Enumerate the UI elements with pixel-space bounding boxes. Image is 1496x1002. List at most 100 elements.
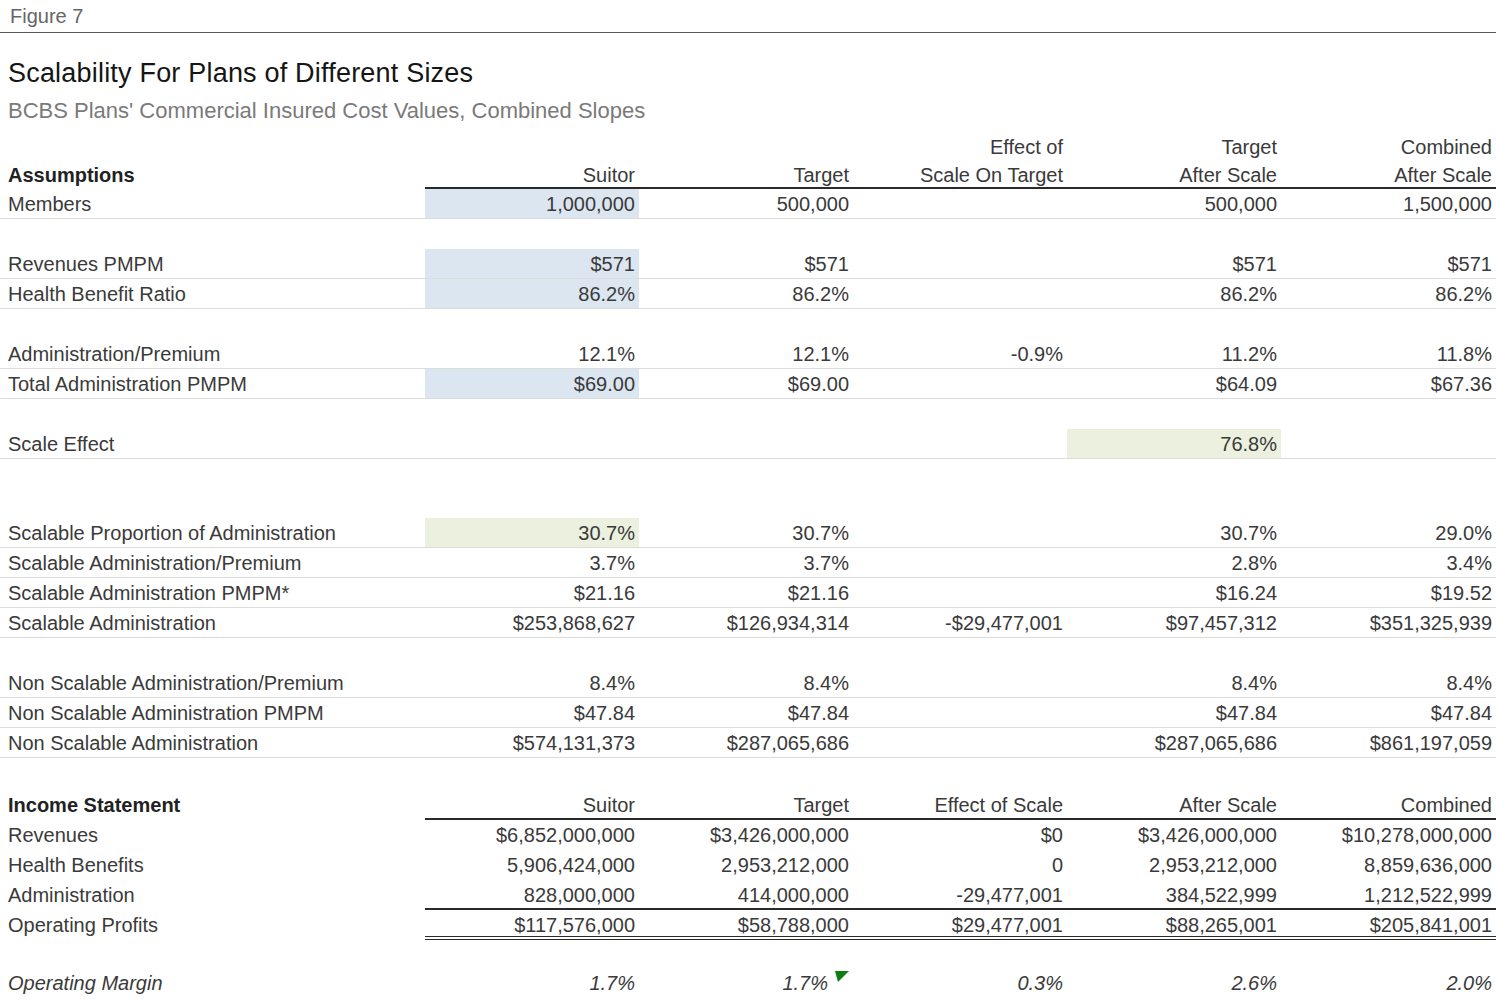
cell-suitor: 86.2% — [425, 279, 639, 309]
cell-value: 12.1% — [792, 343, 849, 365]
cell-combined: 2.0% — [1281, 968, 1496, 998]
cell-effect-of-scale — [853, 518, 1067, 548]
cell-value: 1,000,000 — [546, 193, 635, 215]
cell-combined: 8.4% — [1281, 668, 1496, 698]
cell-after-scale: After Scale — [1067, 790, 1281, 820]
cell-effect-of-scale: 0 — [853, 850, 1067, 880]
cell-value: $47.84 — [788, 702, 849, 724]
cell-combined: 3.4% — [1281, 548, 1496, 578]
cell-combined — [1281, 429, 1496, 459]
cell-value: 30.7% — [792, 522, 849, 544]
cell-combined: $861,197,059 — [1281, 728, 1496, 758]
cell-target: 8.4% — [639, 668, 853, 698]
cell-effect-of-scale: -$29,477,001 — [853, 608, 1067, 638]
cell-value: 1.7% — [782, 972, 828, 994]
cell-value: $253,868,627 — [513, 612, 635, 634]
cell-after-scale: $64.09 — [1067, 369, 1281, 399]
cell-effect-of-scale: $0 — [853, 820, 1067, 850]
cell-target: $3,426,000,000 — [639, 820, 853, 850]
cell-effect-of-scale — [853, 189, 1067, 219]
row-label: Total Administration PMPM — [0, 369, 425, 399]
cell-combined: $571 — [1281, 249, 1496, 279]
cell-after-scale: $3,426,000,000 — [1067, 820, 1281, 850]
cell-value: $58,788,000 — [738, 914, 849, 936]
cell-after-scale: 30.7% — [1067, 518, 1281, 548]
cell-after-scale: $16.24 — [1067, 578, 1281, 608]
cell-value: $571 — [805, 253, 850, 275]
cell-value: $47.84 — [574, 702, 635, 724]
cell-suitor: $6,852,000,000 — [425, 820, 639, 850]
row-label: Administration — [0, 880, 425, 910]
table-row: Operating Profits$117,576,000$58,788,000… — [0, 910, 1496, 940]
table-row: Scalable Administration/Premium3.7%3.7%2… — [0, 548, 1496, 578]
cell-suitor — [425, 429, 639, 459]
cell-after-scale: $47.84 — [1067, 698, 1281, 728]
cell-value: Target — [793, 164, 849, 186]
cell-suitor: $253,868,627 — [425, 608, 639, 638]
cell-target: $69.00 — [639, 369, 853, 399]
table-row: Non Scalable Administration/Premium8.4%8… — [0, 668, 1496, 698]
cell-value: 86.2% — [792, 283, 849, 305]
cell-value: $287,065,686 — [1155, 732, 1277, 754]
cell-after-scale: 11.2% — [1067, 339, 1281, 369]
figure-label-bar: Figure 7 — [0, 0, 1496, 33]
cell-effect-of-scale — [853, 249, 1067, 279]
cell-combined: $19.52 — [1281, 578, 1496, 608]
row-label: Scalable Administration/Premium — [0, 548, 425, 578]
cell-effect-of-scale — [853, 429, 1067, 459]
cell-value: 8,859,636,000 — [1364, 854, 1492, 876]
spacer-row — [0, 459, 1496, 518]
cell-suitor: 3.7% — [425, 548, 639, 578]
cell-target — [639, 133, 853, 161]
cell-value: $29,477,001 — [952, 914, 1063, 936]
cell-value: 3.7% — [803, 552, 849, 574]
cell-combined: $47.84 — [1281, 698, 1496, 728]
page-subtitle: BCBS Plans' Commercial Insured Cost Valu… — [8, 98, 1496, 124]
cell-target: 2,953,212,000 — [639, 850, 853, 880]
cell-value: 2.0% — [1446, 972, 1492, 994]
cell-value: 1.7% — [589, 972, 635, 994]
table-body: Effect ofTargetCombinedAssumptionsSuitor… — [0, 133, 1496, 998]
cell-value: $287,065,686 — [727, 732, 849, 754]
cell-value: Combined — [1401, 794, 1492, 816]
row-label: Revenues PMPM — [0, 249, 425, 279]
cell-value: 11.2% — [1222, 343, 1277, 365]
cell-effect-of-scale — [853, 668, 1067, 698]
cell-target: $58,788,000 — [639, 910, 853, 940]
cell-value: 1,212,522,999 — [1364, 884, 1492, 906]
cell-combined: $205,841,001 — [1281, 910, 1496, 940]
cell-value: Target — [793, 794, 849, 816]
cell-value: 2.8% — [1231, 552, 1277, 574]
row-label: Operating Margin — [0, 968, 425, 998]
table-row: Total Administration PMPM$69.00$69.00$64… — [0, 369, 1496, 399]
cell-value: After Scale — [1179, 164, 1277, 186]
cell-value: $47.84 — [1431, 702, 1492, 724]
cell-after-scale: $287,065,686 — [1067, 728, 1281, 758]
cell-effect-of-scale: -0.9% — [853, 339, 1067, 369]
cell-combined: Combined — [1281, 790, 1496, 820]
spacer-row — [0, 399, 1496, 429]
spacer-row — [0, 309, 1496, 339]
cell-value: Combined — [1401, 136, 1492, 158]
cell-target: Target — [639, 161, 853, 189]
cell-target: 12.1% — [639, 339, 853, 369]
cell-target: $287,065,686 — [639, 728, 853, 758]
cell-value: $117,576,000 — [514, 914, 635, 936]
cell-after-scale: 384,522,999 — [1067, 880, 1281, 910]
cell-after-scale: Target — [1067, 133, 1281, 161]
cell-value: 12.1% — [578, 343, 635, 365]
cell-combined: $351,325,939 — [1281, 608, 1496, 638]
cell-value: 8.4% — [1231, 672, 1277, 694]
cell-suitor: $571 — [425, 249, 639, 279]
row-label: Administration/Premium — [0, 339, 425, 369]
cell-value: Scale On Target — [920, 164, 1063, 186]
row-label: Non Scalable Administration PMPM — [0, 698, 425, 728]
cell-combined: 1,212,522,999 — [1281, 880, 1496, 910]
cell-effect-of-scale: -29,477,001 — [853, 880, 1067, 910]
cell-value: 828,000,000 — [524, 884, 635, 906]
table-row: Administration828,000,000414,000,000-29,… — [0, 880, 1496, 910]
cell-value: $3,426,000,000 — [1138, 824, 1277, 846]
row-label: Scalable Administration PMPM* — [0, 578, 425, 608]
cell-value: $3,426,000,000 — [710, 824, 849, 846]
cell-suitor: Suitor — [425, 790, 639, 820]
